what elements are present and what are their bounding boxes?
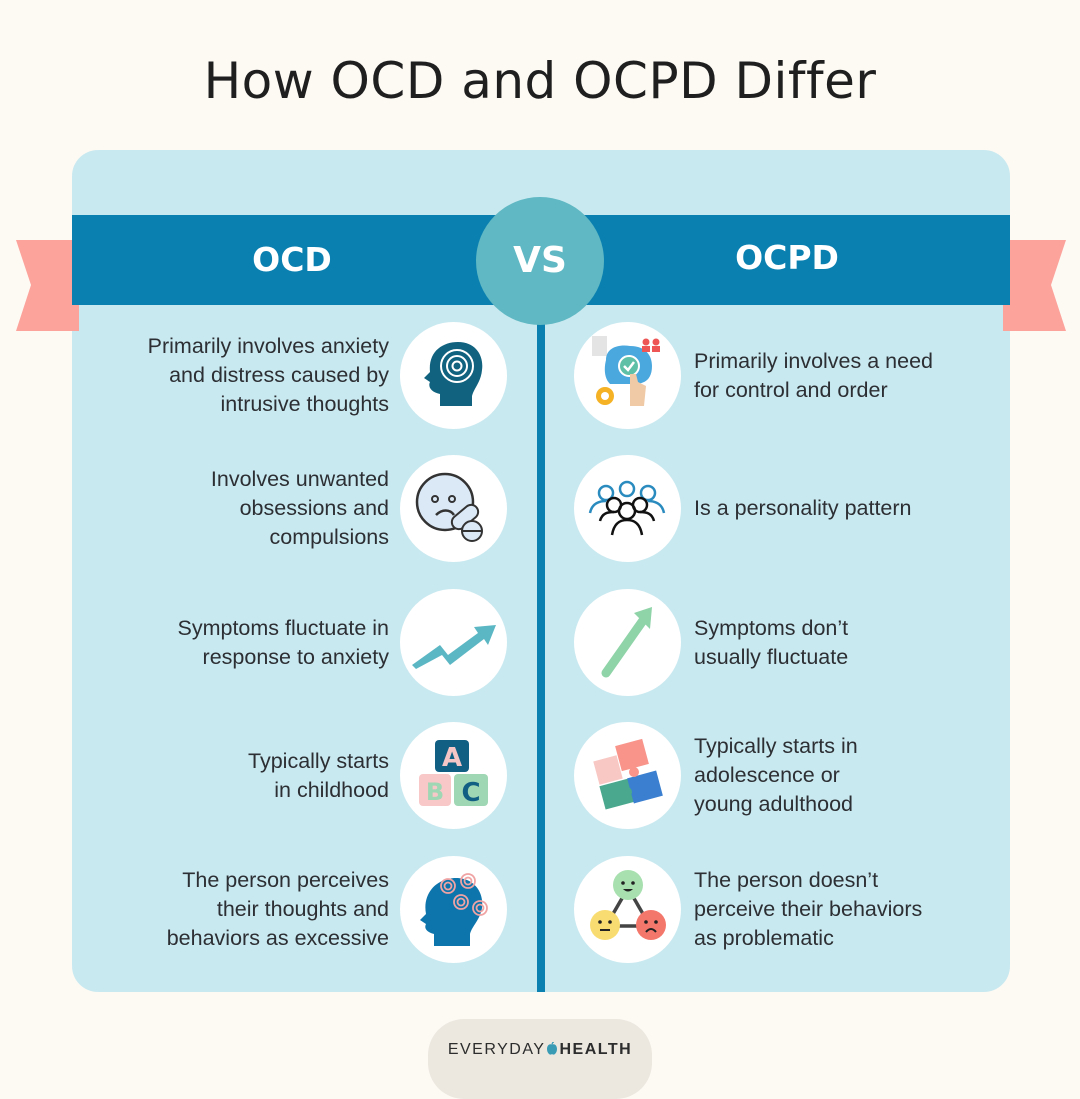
apple-icon bbox=[547, 1042, 558, 1055]
text-line: behaviors as excessive bbox=[166, 926, 389, 950]
ocd-point: The person perceives their thoughts and … bbox=[90, 856, 389, 963]
text-line: their thoughts and bbox=[216, 897, 389, 921]
text-line: and distress caused by bbox=[169, 363, 389, 387]
page-title: How OCD and OCPD Differ bbox=[203, 52, 877, 110]
text-line: for control and order bbox=[694, 377, 888, 402]
text-line: Primarily involves anxiety bbox=[147, 334, 389, 358]
ocd-heading: OCD bbox=[252, 240, 332, 279]
ocpd-point: Is a personality pattern bbox=[694, 455, 994, 562]
ocpd-point: The person doesn’t perceive their behavi… bbox=[694, 856, 994, 963]
text-line: in childhood bbox=[274, 777, 389, 802]
text-line: young adulthood bbox=[694, 792, 854, 816]
ocpd-heading: OCPD bbox=[735, 238, 839, 277]
comparison-row: Typically starts in childhood A B C Typi… bbox=[0, 722, 1080, 832]
ribbon-left bbox=[16, 240, 79, 331]
ocpd-point: Symptoms don’t usually fluctuate bbox=[694, 589, 994, 696]
ocpd-point: Primarily involves a need for control an… bbox=[694, 322, 994, 429]
ocd-point: Involves unwanted obsessions and compuls… bbox=[90, 455, 389, 562]
text-line: perceive their behaviors bbox=[694, 897, 923, 921]
text-line: Involves unwanted bbox=[210, 467, 389, 491]
comparison-row: Symptoms fluctuate in response to anxiet… bbox=[0, 589, 1080, 699]
ocd-point: Symptoms fluctuate in response to anxiet… bbox=[90, 589, 389, 696]
svg-text:C: C bbox=[461, 778, 480, 808]
abc-blocks-icon: A B C bbox=[400, 722, 507, 829]
brand-right: HEALTH bbox=[559, 1041, 633, 1058]
worried-face-pills-icon bbox=[400, 455, 507, 562]
text-line: Typically starts bbox=[248, 748, 389, 773]
text-line: intrusive thoughts bbox=[220, 392, 389, 416]
text-line: The person perceives bbox=[182, 868, 389, 892]
center-divider bbox=[537, 300, 545, 992]
text-line: obsessions and bbox=[239, 496, 389, 520]
text-line: Symptoms fluctuate in bbox=[177, 615, 389, 640]
control-checkmark-icon bbox=[574, 322, 681, 429]
people-group-icon bbox=[574, 455, 681, 562]
text-line: Typically starts in bbox=[694, 734, 858, 758]
brand-footer: EVERYDAY HEALTH bbox=[428, 1019, 652, 1099]
svg-text:B: B bbox=[426, 778, 444, 806]
comparison-row: Primarily involves anxiety and distress … bbox=[0, 322, 1080, 432]
emotion-faces-triangle-icon bbox=[574, 856, 681, 963]
ocpd-point: Typically starts in adolescence or young… bbox=[694, 722, 994, 829]
comparison-row: Involves unwanted obsessions and compuls… bbox=[0, 455, 1080, 565]
head-swirls-icon bbox=[400, 856, 507, 963]
zigzag-trend-arrow-icon bbox=[400, 589, 507, 696]
ocd-point: Typically starts in childhood bbox=[90, 722, 389, 829]
puzzle-pieces-icon bbox=[574, 722, 681, 829]
text-line: response to anxiety bbox=[202, 644, 389, 669]
text-line: compulsions bbox=[269, 525, 390, 549]
straight-arrow-icon bbox=[574, 589, 681, 696]
svg-text:A: A bbox=[442, 743, 462, 773]
comparison-row: The person perceives their thoughts and … bbox=[0, 856, 1080, 966]
text-line: Is a personality pattern bbox=[694, 496, 912, 520]
text-line: usually fluctuate bbox=[694, 644, 849, 669]
brand-left: EVERYDAY bbox=[447, 1041, 546, 1058]
text-line: Primarily involves a need bbox=[694, 348, 933, 373]
head-spiral-icon bbox=[400, 322, 507, 429]
vs-badge: VS bbox=[476, 197, 604, 325]
text-line: as problematic bbox=[694, 926, 834, 950]
text-line: Symptoms don’t bbox=[694, 615, 849, 640]
ribbon-right bbox=[1003, 240, 1066, 331]
ocd-point: Primarily involves anxiety and distress … bbox=[90, 322, 389, 429]
everyday-health-logo[interactable]: EVERYDAY HEALTH bbox=[428, 1041, 652, 1059]
text-line: The person doesn’t bbox=[694, 868, 879, 892]
text-line: adolescence or bbox=[694, 763, 840, 787]
